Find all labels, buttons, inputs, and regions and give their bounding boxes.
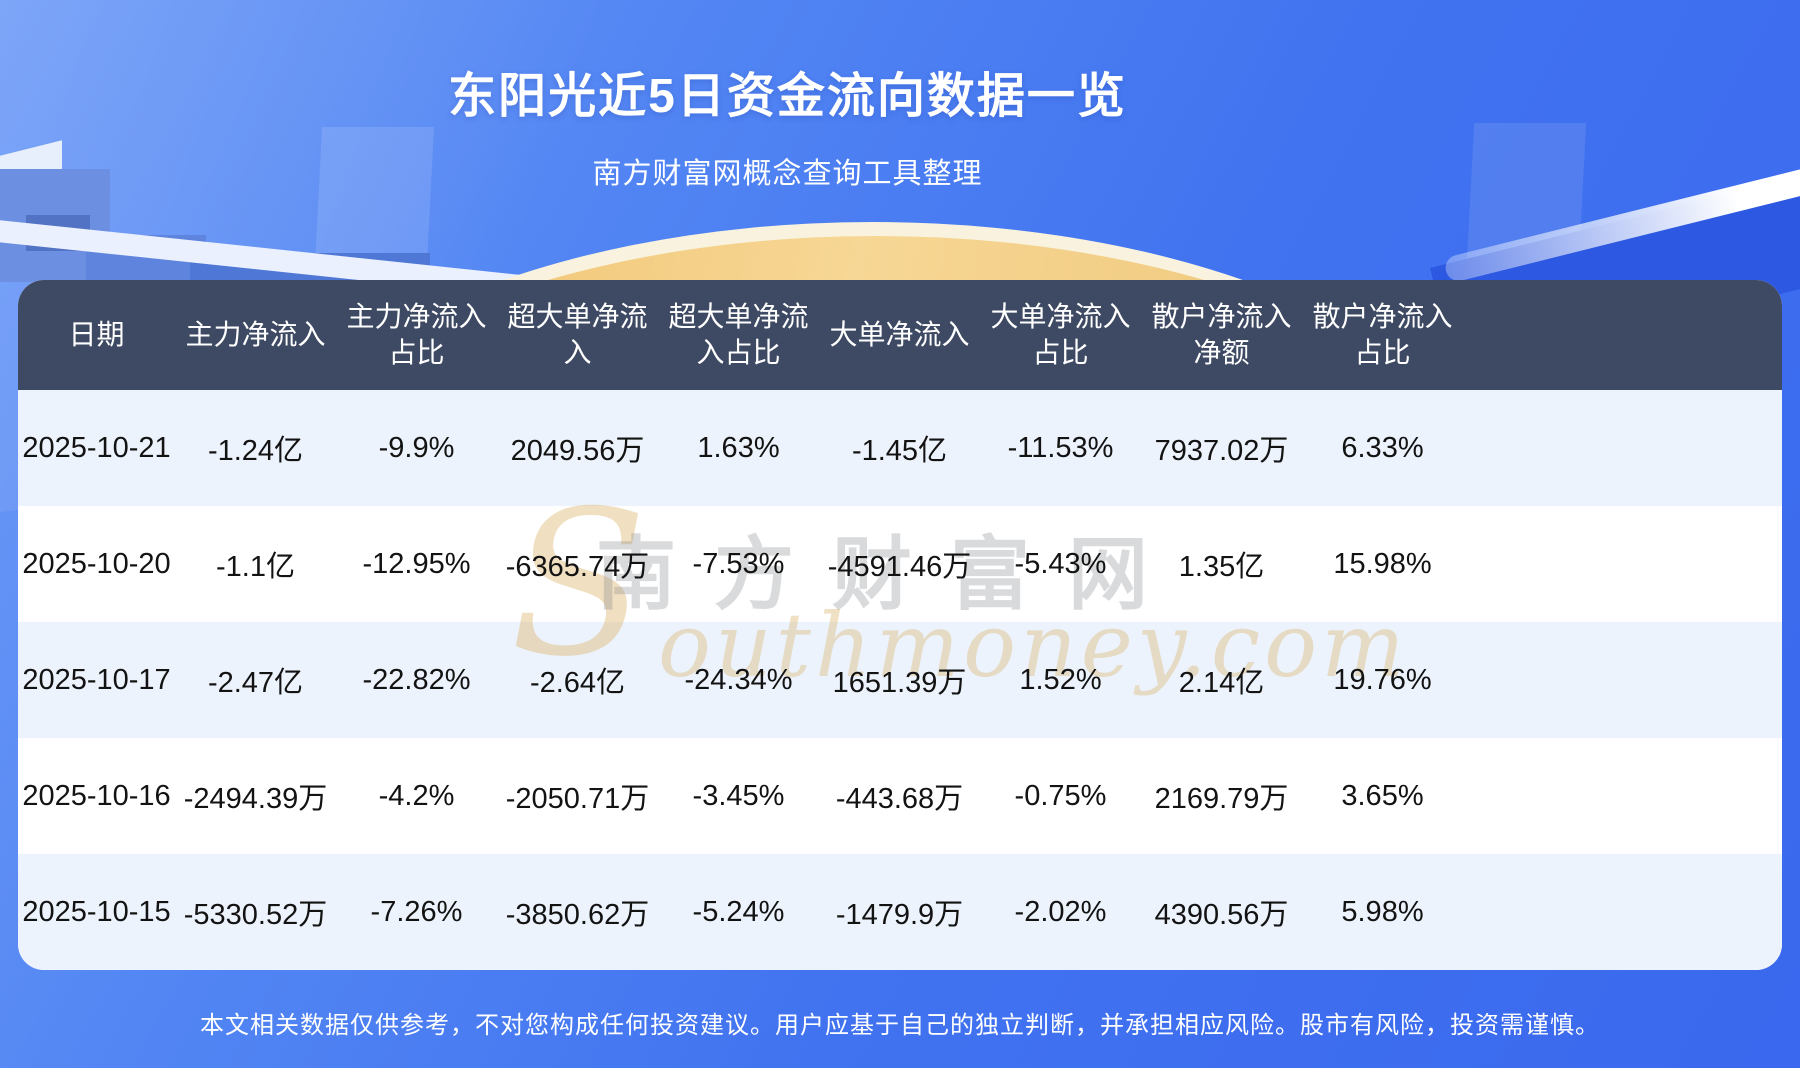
column-header: 日期: [68, 318, 125, 350]
table-cell: -2494.39万: [183, 783, 328, 815]
table-cell: 15.98%: [1333, 547, 1432, 580]
table-cell: -5.24%: [692, 895, 785, 928]
page-title: 东阳光近5日资金流向数据一览: [448, 70, 1127, 123]
column-header: 主力净流入占比: [346, 300, 487, 368]
table-cell: 2025-10-21: [22, 431, 171, 464]
table-cell: 19.76%: [1333, 663, 1432, 696]
table-header-row: 日期 主力净流入 主力净流入占比 超大单净流入 超大单净流入占比 大单净流入 大单净流入占比…: [18, 280, 1782, 390]
table-cell: -443.68万: [835, 783, 964, 815]
table-cell: -3.45%: [692, 779, 785, 812]
table-cell: -2.47亿: [207, 667, 304, 699]
table-row: 2025-10-15 -5330.52万 -7.26% -3850.62万 -5.24%…: [18, 854, 1782, 970]
table-cell: -0.75%: [1014, 779, 1107, 812]
column-header: 超大单净流入占比: [668, 300, 809, 368]
page-subtitle: 南方财富网概念查询工具整理: [592, 158, 983, 190]
table-cell: -22.82%: [362, 663, 471, 696]
table-cell: 2025-10-20: [22, 547, 171, 580]
table-cell: -4591.46万: [827, 551, 972, 583]
table-cell: -11.53%: [1007, 431, 1114, 464]
table-cell: -2.64亿: [529, 667, 626, 699]
table-cell: 6.33%: [1341, 431, 1424, 464]
table-row: 2025-10-21 -1.24亿 -9.9% 2049.56万 1.63% -1.45亿…: [18, 390, 1782, 506]
table-cell: -2.02%: [1014, 895, 1107, 928]
table-cell: 2169.79万: [1154, 783, 1289, 815]
table-cell: -1479.9万: [835, 899, 964, 931]
table-cell: 5.98%: [1341, 895, 1424, 928]
table-cell: -2050.71万: [505, 783, 650, 815]
table-cell: -7.53%: [692, 547, 785, 580]
table-cell: 1.63%: [697, 431, 780, 464]
column-header: 散户净流入净额: [1151, 300, 1292, 368]
table-cell: 4390.56万: [1154, 899, 1289, 931]
table-cell: -1.24亿: [207, 435, 304, 467]
table-cell: -9.9%: [378, 431, 455, 464]
building-3d-decoration: [0, 123, 580, 282]
table-cell: 2049.56万: [510, 435, 645, 467]
table-cell: -12.95%: [362, 547, 471, 580]
table-cell: -7.26%: [370, 895, 463, 928]
column-header: 大单净流入占比: [990, 300, 1131, 368]
table-cell: -5.43%: [1014, 547, 1107, 580]
table-cell: -3850.62万: [505, 899, 650, 931]
table-cell: 3.65%: [1341, 779, 1424, 812]
table-cell: -4.2%: [378, 779, 455, 812]
table-cell: 1.52%: [1019, 663, 1102, 696]
table-cell: -6365.74万: [505, 551, 650, 583]
table-cell: -5330.52万: [183, 899, 328, 931]
table-cell: 2025-10-15: [22, 895, 171, 928]
table-row: 2025-10-17 -2.47亿 -22.82% -2.64亿 -24.34% 1651…: [18, 622, 1782, 738]
column-header: 散户净流入占比: [1312, 300, 1453, 368]
table-cell: 1651.39万: [832, 667, 967, 699]
table-row: 2025-10-16 -2494.39万 -4.2% -2050.71万 -3.45% -…: [18, 738, 1782, 854]
disclaimer-text: 本文相关数据仅供参考，不对您构成任何投资建议。用户应基于自己的独立判断，并承担相…: [200, 1012, 1600, 1039]
column-header: 大单净流入: [829, 318, 970, 350]
table-cell: 2025-10-16: [22, 779, 171, 812]
column-header: 超大单净流入: [507, 300, 648, 368]
table-cell: -1.1亿: [216, 551, 295, 583]
table-cell: 2.14亿: [1178, 667, 1265, 699]
table-cell: 7937.02万: [1154, 435, 1289, 467]
table-cell: 2025-10-17: [22, 663, 171, 696]
table-row: 2025-10-20 -1.1亿 -12.95% -6365.74万 -7.53% -45…: [18, 506, 1782, 622]
table-cell: -24.34%: [684, 663, 793, 696]
column-header: 主力净流入: [185, 318, 326, 350]
table-cell: -1.45亿: [851, 435, 948, 467]
fund-flow-table: 日期 主力净流入 主力净流入占比 超大单净流入 超大单净流入占比 大单净流入 大单净流入占比…: [18, 280, 1782, 970]
table-cell: 1.35亿: [1178, 551, 1265, 583]
